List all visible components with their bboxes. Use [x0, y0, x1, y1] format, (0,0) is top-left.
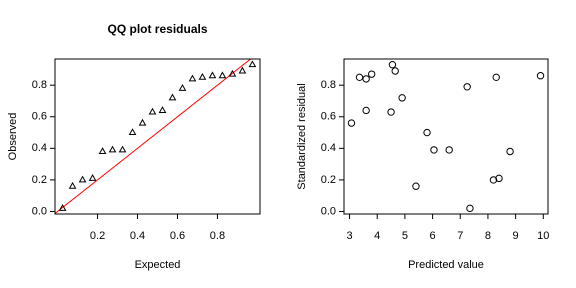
point — [388, 60, 397, 69]
point — [238, 66, 247, 74]
point — [188, 74, 197, 82]
y-tick-label: 0.2 — [321, 174, 336, 186]
y-tick-label: 0.4 — [32, 142, 47, 154]
x-tick-label: 4 — [374, 230, 380, 242]
y-tick-label: 0.0 — [321, 205, 336, 217]
point — [178, 84, 187, 91]
x-tick-label: 3 — [346, 230, 352, 242]
point — [58, 204, 67, 211]
point — [489, 176, 498, 184]
point — [68, 181, 77, 189]
y-tick-label: 0.6 — [321, 111, 336, 123]
point — [78, 175, 87, 183]
point — [506, 147, 514, 156]
point — [362, 75, 370, 83]
point — [536, 72, 545, 80]
y-tick-label: 0.8 — [32, 79, 47, 91]
x-axis-label: Expected — [135, 259, 181, 271]
point — [148, 107, 157, 115]
x-tick-label: 5 — [402, 230, 408, 242]
point — [228, 69, 237, 77]
point — [391, 67, 399, 75]
point — [98, 147, 107, 154]
y-tick-label: 0.8 — [321, 79, 336, 91]
point — [367, 70, 376, 78]
x-tick-label: 0.4 — [130, 230, 145, 242]
y-tick-label: 0.2 — [32, 174, 47, 186]
x-tick-label: 8 — [485, 230, 491, 242]
y-axis-label: Standardized residual — [296, 83, 308, 189]
y-tick-label: 0.0 — [32, 205, 47, 217]
point — [362, 106, 370, 115]
y-axis-label: Observed — [7, 113, 19, 161]
point — [347, 119, 356, 127]
point — [495, 174, 503, 183]
reference-line — [55, 59, 252, 214]
x-tick-label: 0.2 — [90, 230, 105, 242]
plot-frame — [343, 58, 549, 215]
x-tick-label: 0.6 — [170, 230, 185, 242]
point — [412, 182, 420, 190]
chart-title: QQ plot residuals — [107, 22, 207, 36]
point — [168, 93, 177, 101]
x-tick-label: 6 — [430, 230, 436, 242]
point — [398, 94, 406, 102]
x-tick-label: 7 — [457, 230, 463, 242]
point — [158, 106, 167, 113]
x-tick-label: 9 — [513, 230, 519, 242]
point — [492, 73, 500, 82]
plot-frame — [54, 58, 261, 215]
point — [463, 83, 471, 91]
point — [88, 174, 97, 181]
point — [445, 146, 453, 154]
x-tick-label: 0.8 — [210, 230, 225, 242]
point — [466, 204, 474, 213]
point — [218, 71, 227, 79]
point — [108, 145, 117, 153]
point — [423, 128, 431, 137]
x-tick-label: 10 — [537, 230, 549, 242]
point — [198, 72, 207, 80]
point — [387, 108, 395, 116]
point — [248, 60, 257, 68]
point — [208, 71, 217, 79]
point — [355, 73, 364, 82]
point — [138, 118, 147, 126]
point — [128, 128, 137, 136]
x-axis-label: Predicted value — [408, 259, 484, 271]
point — [430, 146, 438, 154]
y-tick-label: 0.6 — [32, 111, 47, 123]
y-tick-label: 0.4 — [321, 142, 336, 154]
point — [118, 145, 127, 153]
